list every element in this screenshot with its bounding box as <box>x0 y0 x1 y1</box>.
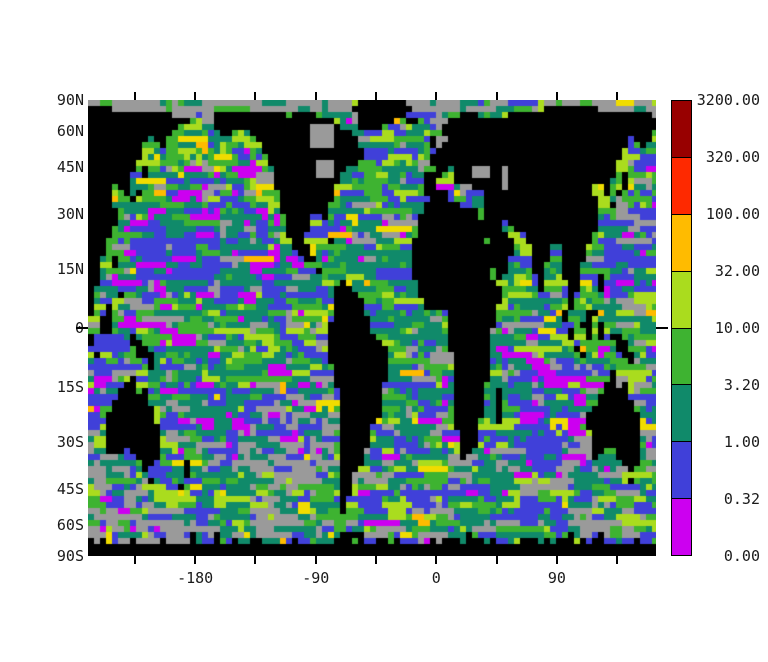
lat-tick-label-90s: 90S <box>56 547 84 565</box>
bottom-axis-tick <box>375 556 378 564</box>
bottom-axis-tick <box>435 556 438 564</box>
bottom-axis-tick <box>314 556 317 564</box>
top-axis-tick <box>314 92 317 100</box>
lat-tick-label-30n: 30N <box>56 205 84 223</box>
bottom-axis-tick <box>495 556 498 564</box>
colorbar-segment-3 <box>672 270 691 328</box>
top-axis-tick <box>616 92 619 100</box>
lat-tick-label-90n: 90N <box>56 91 84 109</box>
lat-tick-label-15n: 15N <box>56 259 84 278</box>
colorbar-tick-label-10.00: 10.00 <box>714 319 760 337</box>
top-axis-tick <box>495 92 498 100</box>
top-axis-tick <box>375 92 378 100</box>
colorbar-tick-label-100.00: 100.00 <box>705 205 760 223</box>
colorbar-tick-label-32.00: 32.00 <box>714 262 760 280</box>
colorbar-segment-6 <box>672 441 691 499</box>
world-heatmap-canvas <box>88 100 656 556</box>
colorbar-segment-5 <box>672 384 691 442</box>
lat-tick-label-45s: 45S <box>56 480 84 499</box>
colorbar-segment-4 <box>672 327 691 385</box>
lat-tick-label-60s: 60S <box>56 516 84 535</box>
colorbar-tick-label-3200.00: 3200.00 <box>696 91 760 109</box>
equator-tick-left <box>76 327 88 329</box>
lon-tick-label-90: 90 <box>547 569 566 587</box>
colorbar-segment-7 <box>672 498 691 555</box>
lon-tick-label-0: 0 <box>431 569 441 587</box>
bottom-axis-tick <box>555 556 558 564</box>
lon-tick-label--180: -180 <box>177 569 214 587</box>
bottom-axis-tick <box>616 556 619 564</box>
top-axis-tick <box>555 92 558 100</box>
colorbar-segment-0 <box>672 101 691 157</box>
top-axis-tick <box>254 92 257 100</box>
top-axis-tick <box>133 92 136 100</box>
colorbar-tick-label-3.20: 3.20 <box>723 376 760 394</box>
top-axis-tick <box>435 92 438 100</box>
colorbar-segment-1 <box>672 156 691 214</box>
colorbar-tick-label-0.00: 0.00 <box>723 547 760 565</box>
top-axis-tick <box>194 92 197 100</box>
colorbar-segment-2 <box>672 213 691 271</box>
lat-tick-label-30s: 30S <box>56 433 84 451</box>
bottom-axis-tick <box>194 556 197 564</box>
bottom-axis-tick <box>133 556 136 564</box>
colorbar <box>671 100 692 556</box>
lat-tick-label-45n: 45N <box>56 157 84 176</box>
colorbar-tick-label-0.32: 0.32 <box>723 490 760 508</box>
equator-tick-right <box>656 327 668 329</box>
lon-tick-label--90: -90 <box>302 569 330 587</box>
lat-tick-label-15s: 15S <box>56 378 84 396</box>
colorbar-tick-label-1.00: 1.00 <box>723 433 760 451</box>
bottom-axis-tick <box>254 556 257 564</box>
colorbar-tick-label-320.00: 320.00 <box>705 148 760 166</box>
lat-tick-label-60n: 60N <box>56 121 84 140</box>
